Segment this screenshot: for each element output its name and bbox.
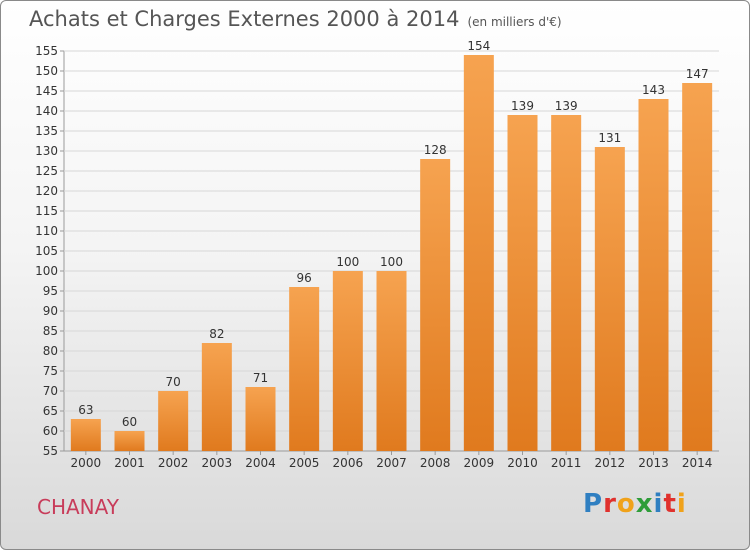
- y-tick-label: 65: [43, 404, 58, 418]
- data-label: 100: [380, 255, 403, 269]
- commune-name: CHANAY: [37, 495, 119, 519]
- y-tick-label: 70: [43, 384, 58, 398]
- x-tick-label: 2003: [202, 456, 233, 470]
- y-tick-label: 55: [43, 444, 58, 458]
- y-tick-label: 75: [43, 364, 58, 378]
- y-tick-label: 130: [35, 144, 58, 158]
- y-tick-label: 145: [35, 84, 58, 98]
- logo-letter: i: [676, 489, 687, 519]
- x-tick-label: 2014: [682, 456, 713, 470]
- bar: [594, 147, 625, 451]
- bars: [70, 55, 713, 451]
- data-label: 82: [209, 327, 224, 341]
- data-label: 147: [686, 67, 709, 81]
- x-tick-label: 2009: [464, 456, 495, 470]
- logo-letter: i: [653, 489, 664, 519]
- data-label: 71: [253, 371, 268, 385]
- x-tick-label: 2011: [551, 456, 582, 470]
- logo-letter: r: [603, 489, 617, 519]
- data-label: 154: [467, 39, 490, 53]
- bar: [638, 99, 669, 451]
- bar: [114, 431, 145, 451]
- bar: [463, 55, 494, 451]
- x-tick-label: 2010: [507, 456, 538, 470]
- bar: [507, 115, 538, 451]
- y-tick-label: 155: [35, 44, 58, 58]
- data-label: 139: [511, 99, 534, 113]
- data-label: 131: [598, 131, 621, 145]
- data-label: 128: [424, 143, 447, 157]
- data-label: 143: [642, 83, 665, 97]
- bar: [70, 419, 101, 451]
- proxiti-logo: Proxiti: [583, 489, 687, 519]
- data-label: 63: [78, 403, 93, 417]
- y-tick-label: 115: [35, 204, 58, 218]
- y-tick-label: 150: [35, 64, 58, 78]
- y-tick-label: 135: [35, 124, 58, 138]
- bar: [682, 83, 713, 451]
- y-tick-label: 140: [35, 104, 58, 118]
- title-text: Achats et Charges Externes 2000 à 2014: [29, 7, 460, 31]
- y-tick-label: 110: [35, 224, 58, 238]
- data-label: 60: [122, 415, 137, 429]
- data-label: 70: [166, 375, 181, 389]
- bar: [551, 115, 582, 451]
- y-tick-label: 120: [35, 184, 58, 198]
- bar: [289, 287, 320, 451]
- bar: [201, 343, 232, 451]
- x-tick-label: 2006: [333, 456, 364, 470]
- y-tick-label: 95: [43, 284, 58, 298]
- y-tick-label: 85: [43, 324, 58, 338]
- x-tick-label: 2008: [420, 456, 451, 470]
- logo-letter: t: [663, 489, 677, 519]
- y-tick-label: 100: [35, 264, 58, 278]
- chart-title: Achats et Charges Externes 2000 à 2014 (e…: [29, 7, 562, 31]
- bar: [376, 271, 407, 451]
- x-axis: 2000 2001 2002 2003 2004 2005 2006 2007 2008 2009…: [71, 451, 713, 470]
- x-tick-label: 2007: [376, 456, 407, 470]
- bar: [158, 391, 189, 451]
- y-tick-label: 105: [35, 244, 58, 258]
- logo-letter: o: [616, 489, 636, 519]
- y-tick-label: 125: [35, 164, 58, 178]
- logo-letter: P: [583, 489, 604, 519]
- bar: [245, 387, 276, 451]
- data-label: 139: [555, 99, 578, 113]
- x-tick-label: 2013: [638, 456, 669, 470]
- logo-letter: x: [635, 489, 654, 519]
- x-tick-label: 2004: [245, 456, 276, 470]
- x-tick-label: 2005: [289, 456, 320, 470]
- y-axis: 55 60 65 70 75 80 85 90 95 100 105 110 115 120 125 130 1…: [35, 44, 58, 458]
- x-tick-label: 2000: [71, 456, 102, 470]
- x-tick-label: 2002: [158, 456, 189, 470]
- bar: [332, 271, 363, 451]
- y-tick-label: 90: [43, 304, 58, 318]
- x-tick-label: 2001: [114, 456, 145, 470]
- bar: [420, 159, 451, 451]
- data-label: 96: [297, 271, 312, 285]
- y-tick-label: 80: [43, 344, 58, 358]
- data-labels: 63 60 70 82 71 96 100 100 128 154 139 139 131 143 147: [78, 39, 708, 429]
- y-tick-label: 60: [43, 424, 58, 438]
- title-unit: (en milliers d'€): [467, 15, 562, 29]
- x-tick-label: 2012: [595, 456, 626, 470]
- data-label: 100: [336, 255, 359, 269]
